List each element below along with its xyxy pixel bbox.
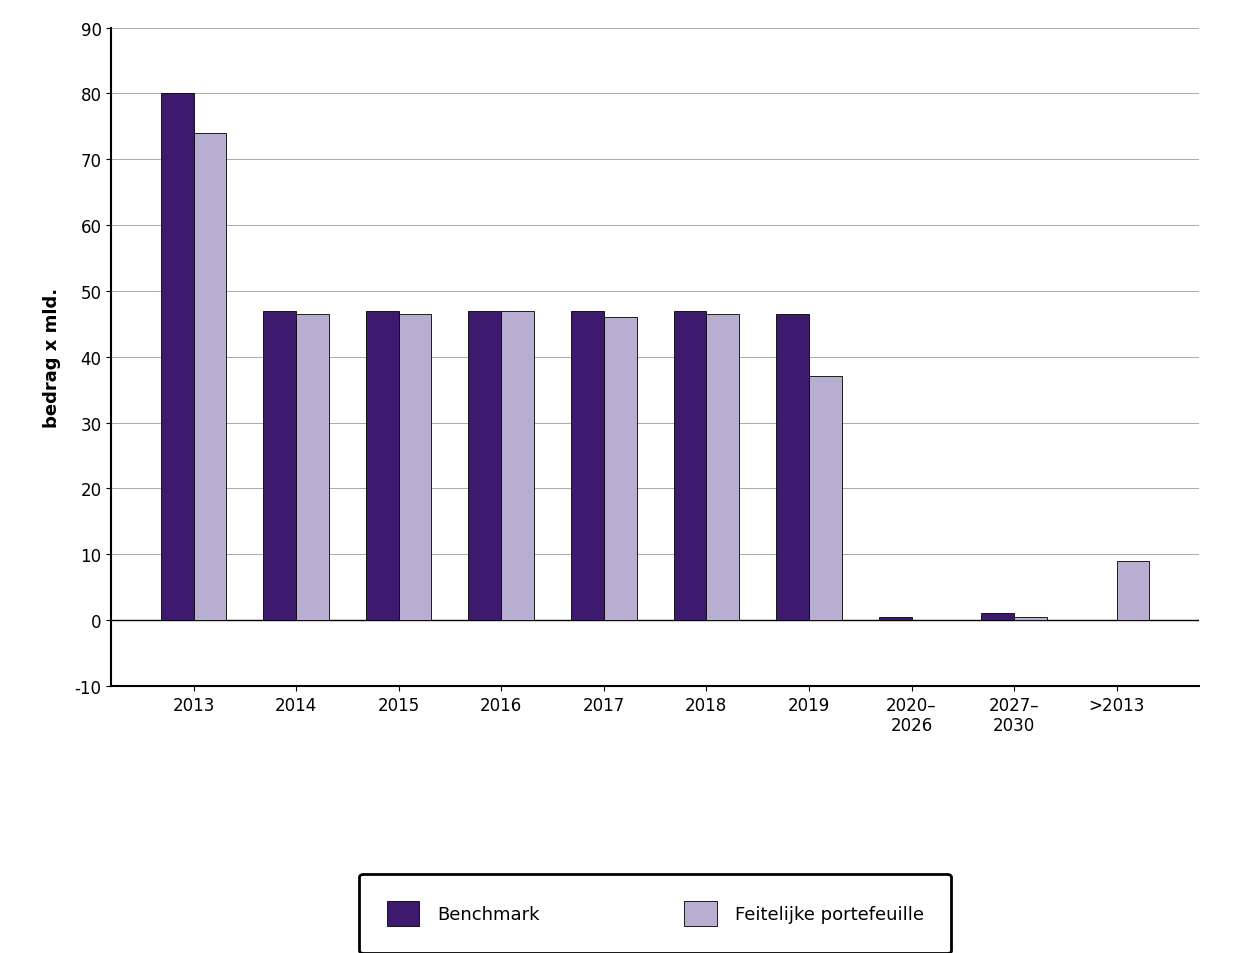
Bar <box>808 377 842 620</box>
Bar <box>776 314 808 620</box>
Bar <box>468 312 502 620</box>
Bar <box>571 312 604 620</box>
Bar <box>161 94 194 620</box>
Bar <box>297 314 329 620</box>
Bar <box>674 312 706 620</box>
Bar <box>366 312 399 620</box>
Y-axis label: bedrag x mld.: bedrag x mld. <box>42 288 61 427</box>
Bar <box>981 614 1014 620</box>
Bar <box>1116 561 1149 620</box>
Legend: Benchmark, Feitelijke portefeuille: Benchmark, Feitelijke portefeuille <box>360 874 950 953</box>
Bar <box>1014 618 1047 620</box>
Bar <box>194 133 226 620</box>
Bar <box>706 314 739 620</box>
Bar <box>879 618 911 620</box>
Bar <box>502 312 534 620</box>
Bar <box>399 314 431 620</box>
Bar <box>263 312 297 620</box>
Bar <box>604 318 637 620</box>
